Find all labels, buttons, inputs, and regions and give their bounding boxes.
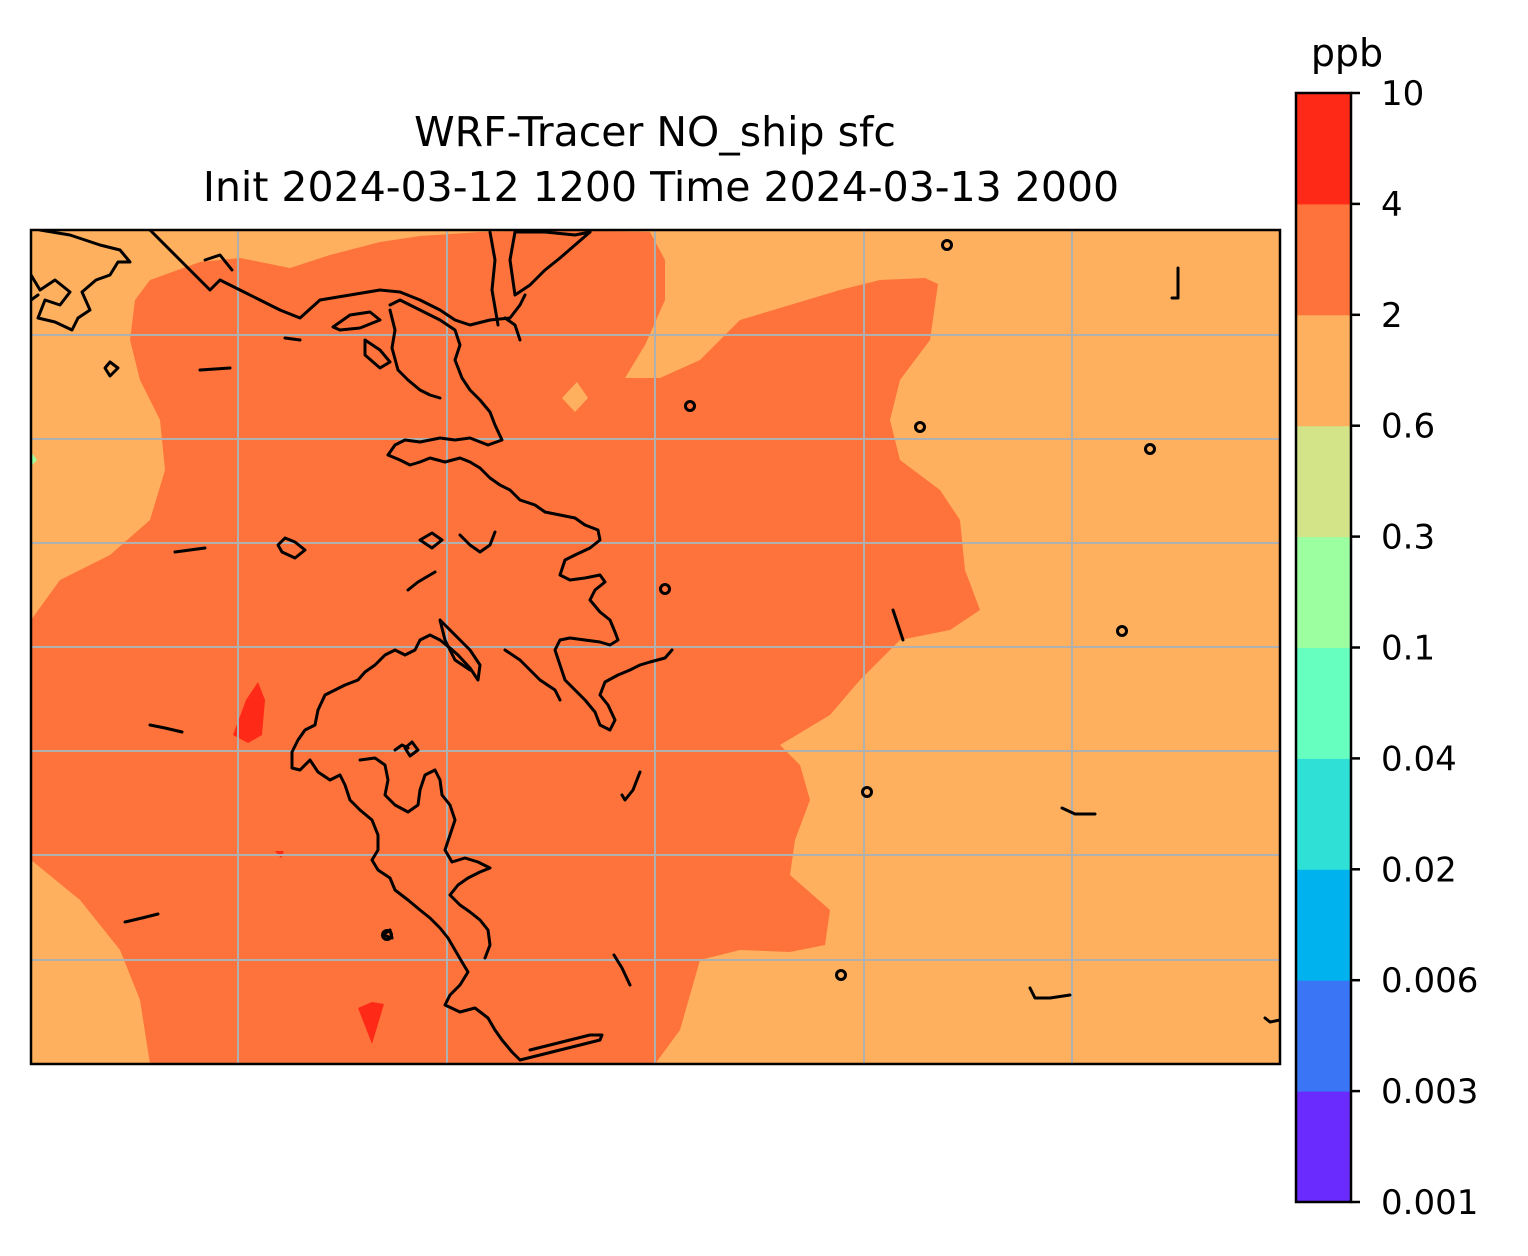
- colorbar-tick-label: 0.02: [1381, 850, 1457, 890]
- gridlines: [31, 230, 1280, 1064]
- colorbar-band-0.006-0.02: [1296, 869, 1351, 981]
- coastlines: [31, 230, 1280, 1062]
- colorbar-band-0.02-0.04: [1296, 758, 1351, 870]
- colorbar-unit-label: ppb: [1311, 31, 1383, 75]
- colorbar-band-0.001-0.003: [1296, 1091, 1351, 1203]
- high-spot-1: [233, 682, 265, 743]
- map-frame: [29, 228, 1282, 1066]
- colorbar-tick-label: 0.1: [1381, 629, 1435, 669]
- colorbar-band-0.3-0.6: [1296, 425, 1351, 538]
- colorbar-band-2-4: [1296, 203, 1351, 316]
- left-edge-mark: [31, 452, 37, 466]
- colorbar-band-0.6-2: [1296, 314, 1351, 427]
- high-spot-2: [358, 1002, 384, 1044]
- colorbar-tick-label: 0.6: [1381, 407, 1435, 447]
- title-line-1: WRF-Tracer NO_ship sfc: [414, 108, 896, 156]
- colorbar-tick-label: 2: [1381, 296, 1403, 336]
- colorbar-tick-label: 0.001: [1381, 1183, 1478, 1223]
- colorbar-tick-label: 0.04: [1381, 739, 1457, 779]
- plume-fragment: [562, 382, 588, 412]
- map-panel: [29, 228, 1282, 1066]
- colorbar-tick-label: 0.006: [1381, 961, 1478, 1001]
- colorbar-tick-label: 10: [1381, 74, 1424, 114]
- colorbar-band-0.003-0.006: [1296, 980, 1351, 1092]
- colorbar-band-4-10: [1296, 93, 1351, 205]
- colorbar: ppb 0.001 0.003 0.006 0.02 0.04 0.1 0.3 0.6 2 4 10: [1294, 31, 1478, 1223]
- colorbar-tick-label: 0.3: [1381, 518, 1435, 558]
- colorbar-band-0.1-0.3: [1296, 536, 1351, 648]
- colorbar-tick-label: 4: [1381, 185, 1403, 225]
- title-line-2: Init 2024-03-12 1200 Time 2024-03-13 200…: [203, 163, 1119, 211]
- colorbar-band-0.04-0.1: [1296, 647, 1351, 759]
- islands: [381, 239, 1156, 981]
- colorbar-tick-label: 0.003: [1381, 1072, 1478, 1112]
